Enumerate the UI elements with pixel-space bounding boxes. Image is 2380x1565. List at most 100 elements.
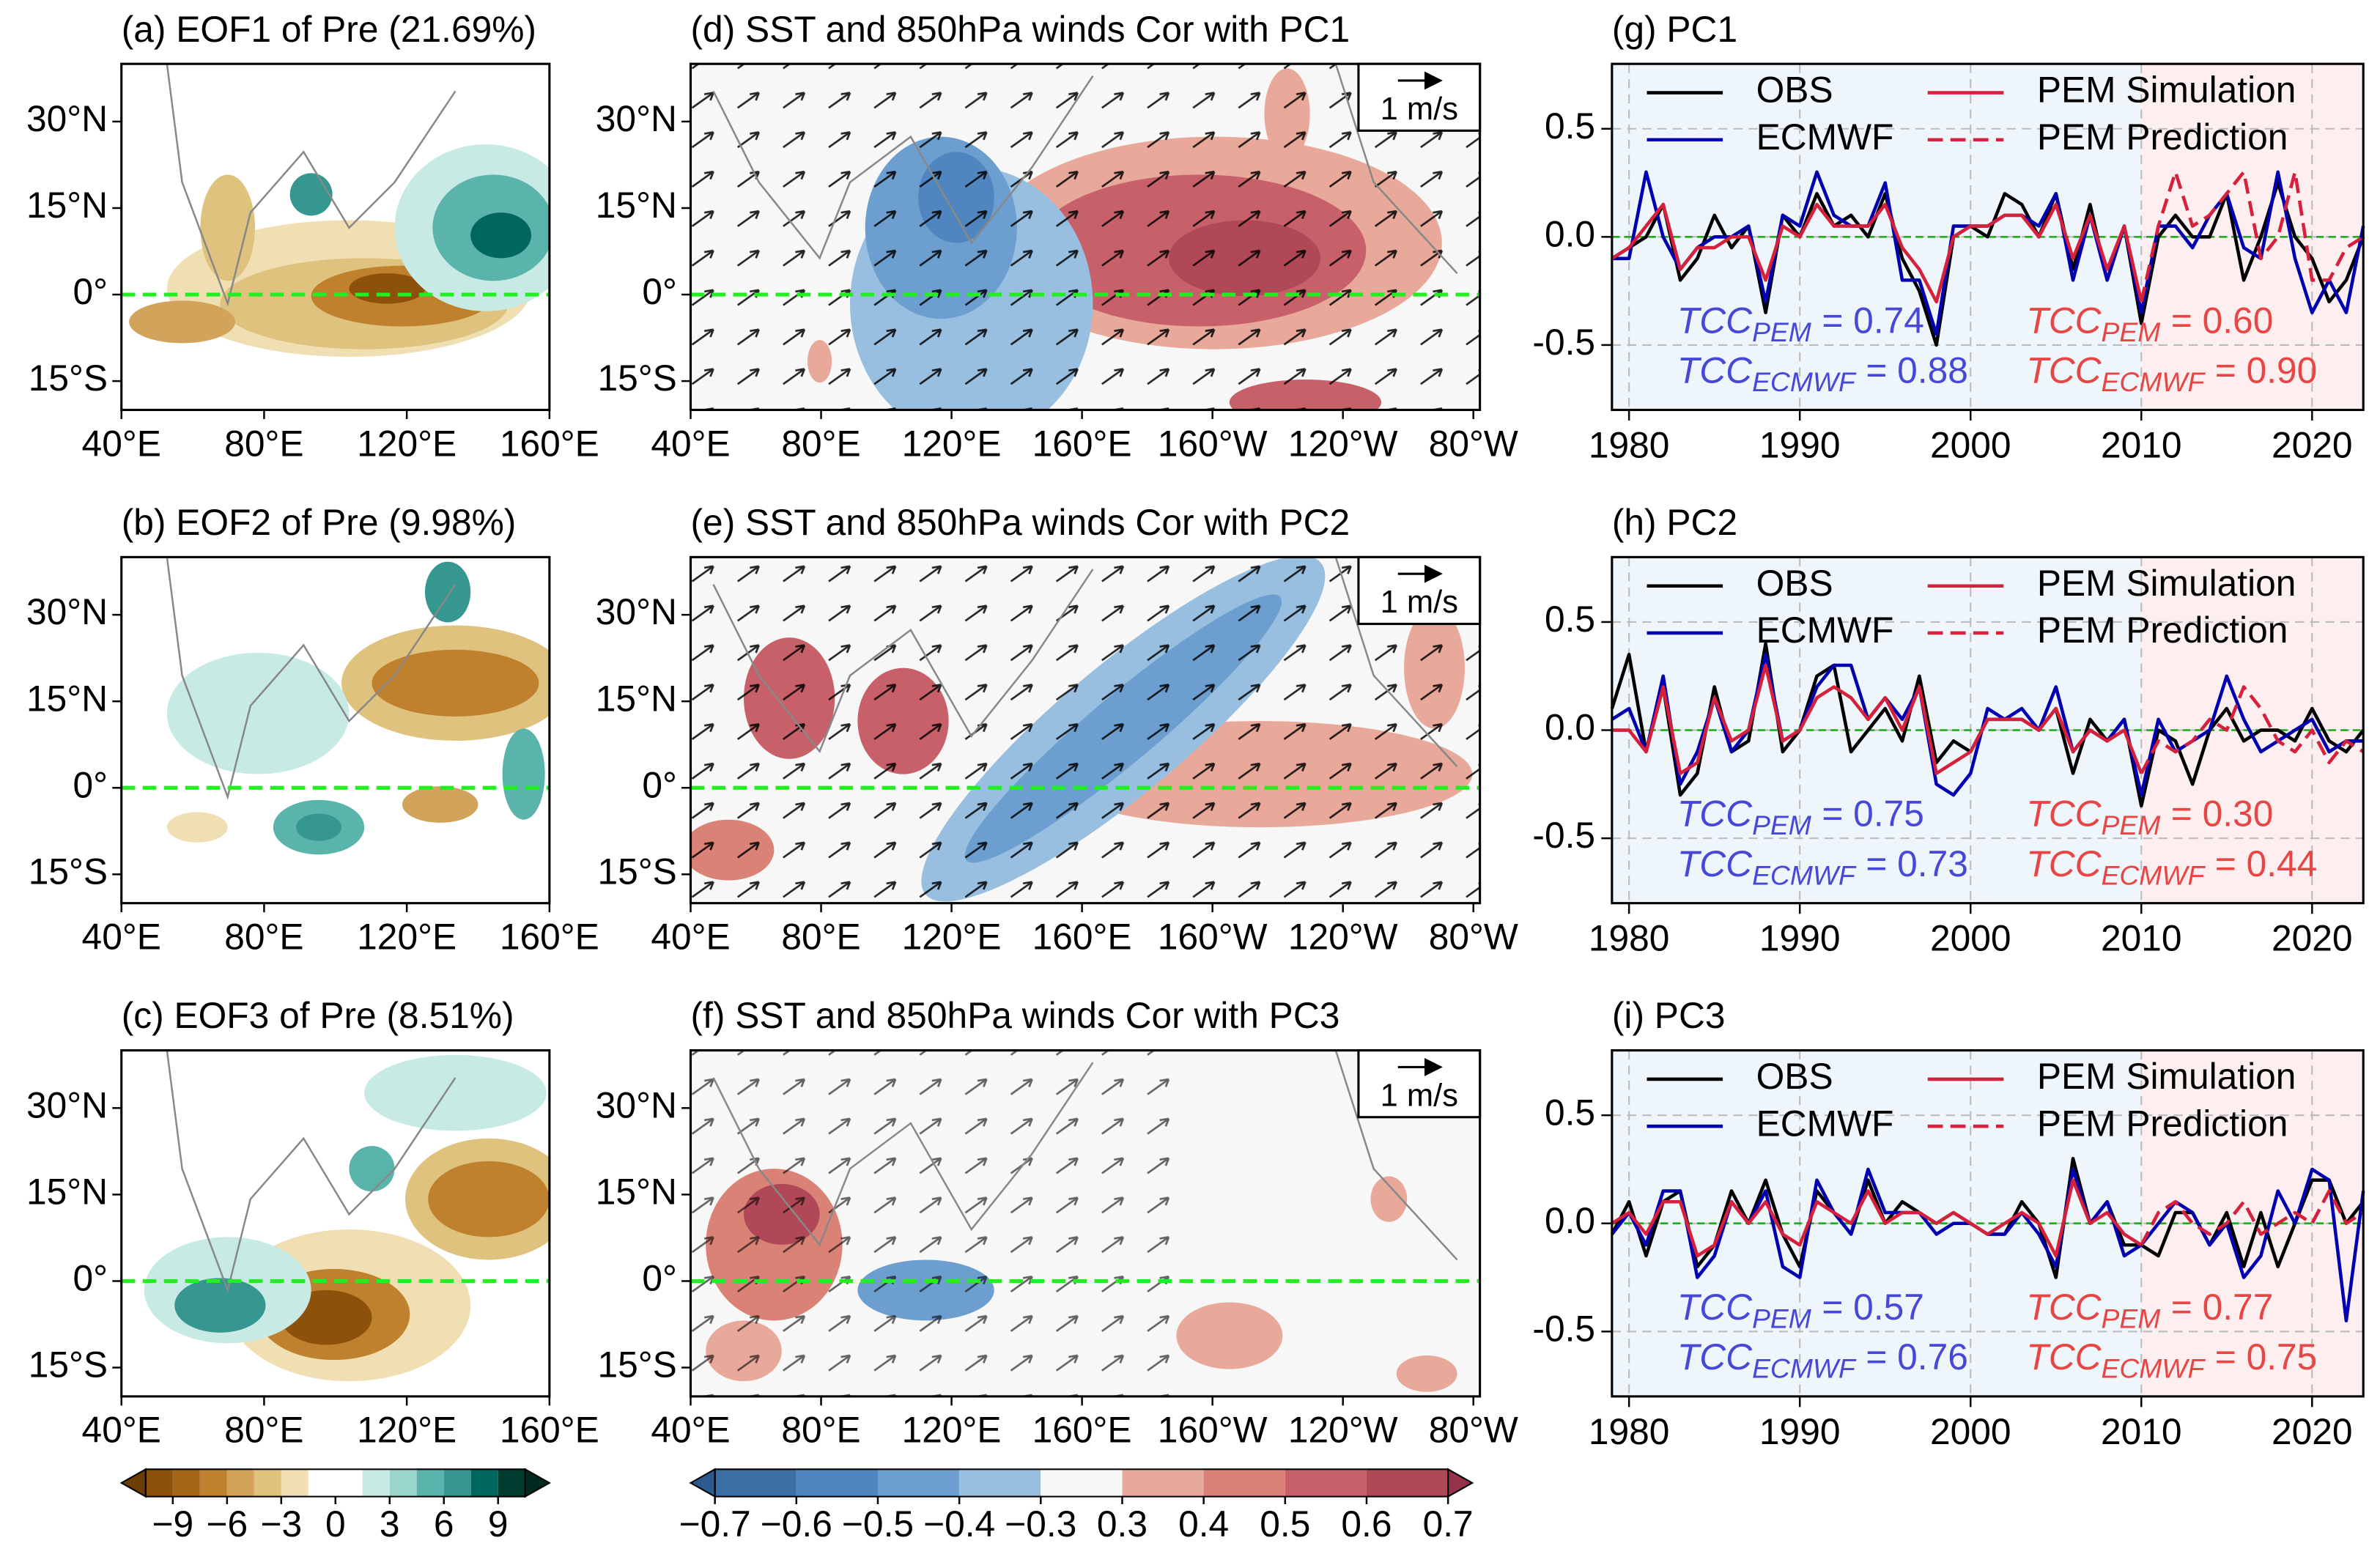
tcc-value: = 0.73 <box>1866 843 1968 884</box>
colorbar-segment <box>877 1469 960 1497</box>
x-tick-label: 80°W <box>1429 917 1518 958</box>
colorbar-extend <box>689 1468 716 1498</box>
y-tick-label: 15°S <box>598 358 677 399</box>
vector-key-label: 1 m/s <box>1381 1078 1458 1113</box>
y-tick-label: 15°N <box>26 185 108 226</box>
x-tick-label: 120°E <box>902 917 1002 958</box>
map-field <box>121 64 550 410</box>
tcc-value: = 0.76 <box>1866 1336 1968 1377</box>
chart-frame <box>1611 555 2365 905</box>
colorbar-tick-label: 0 <box>325 1503 346 1544</box>
y-tick-label: 0° <box>642 1258 677 1299</box>
tcc-subscript: ECMWF <box>1752 366 1857 397</box>
colorbar-tick-label: −0.5 <box>842 1503 914 1544</box>
colorbar-tick-label: −0.6 <box>761 1503 832 1544</box>
y-tick-label: 15°N <box>596 1172 677 1213</box>
tcc-value: = 0.44 <box>2215 843 2318 884</box>
colorbar-tick-label: 0.6 <box>1341 1503 1392 1544</box>
colorbar-segment <box>199 1469 227 1497</box>
map-title: (c) EOF3 of Pre (8.51%) <box>122 995 514 1036</box>
colorbar-segment <box>389 1469 417 1497</box>
colorbar-tick-label: −0.7 <box>679 1503 751 1544</box>
tcc-subscript: ECMWF <box>1752 1353 1857 1384</box>
colorbar-segment <box>308 1469 363 1497</box>
tcc-annotation: TCCECMWF = 0.76 <box>1677 1336 1968 1383</box>
legend-label: PEM Prediction <box>2037 1103 2288 1144</box>
y-tick-label: 0° <box>642 271 677 312</box>
x-tick-label: 160°E <box>500 1410 599 1451</box>
y-tick-label: 0.5 <box>1545 1092 1595 1133</box>
colorbar-tick-label: −3 <box>260 1503 302 1544</box>
tcc-subscript: ECMWF <box>1752 859 1857 890</box>
x-tick-label: 2000 <box>1930 1411 2011 1452</box>
chart-frame <box>1611 62 2365 412</box>
y-tick-label: 30°N <box>26 98 108 139</box>
x-tick-label: 1980 <box>1589 1411 1670 1452</box>
x-tick-label: 160°W <box>1158 423 1268 464</box>
x-tick-label: 80°E <box>224 423 303 464</box>
legend-label: OBS <box>1756 563 1833 604</box>
tcc-name: TCC <box>1677 843 1753 884</box>
series-line <box>2140 170 2365 303</box>
vector-key-box <box>1357 1049 1482 1119</box>
colorbar-segment <box>1285 1469 1367 1497</box>
x-tick-label: 2010 <box>2101 918 2182 959</box>
y-tick-label: 0.0 <box>1545 1200 1595 1241</box>
y-tick-label: 15°N <box>596 185 677 226</box>
tcc-subscript: ECMWF <box>2102 366 2206 397</box>
tcc-annotation: TCCECMWF = 0.73 <box>1677 843 1968 890</box>
x-tick-label: 2020 <box>2272 1411 2353 1452</box>
y-tick-label: 0° <box>73 1258 108 1299</box>
tcc-name: TCC <box>2026 350 2102 391</box>
x-tick-label: 160°W <box>1158 917 1268 958</box>
tcc-subscript: PEM <box>1752 810 1812 840</box>
y-tick-label: 30°N <box>26 1084 108 1125</box>
chart-title: (g) PC1 <box>1612 9 1737 50</box>
tcc-subscript: PEM <box>2102 317 2162 347</box>
colorbar-segment <box>1366 1469 1449 1497</box>
y-tick-label: -0.5 <box>1532 1308 1595 1349</box>
map-title: (f) SST and 850hPa winds Cor with PC3 <box>691 995 1340 1036</box>
legend-label: PEM Simulation <box>2037 70 2296 111</box>
x-tick-label: 120°W <box>1288 1410 1398 1451</box>
x-tick-label: 80°E <box>781 423 860 464</box>
x-tick-label: 160°E <box>500 917 599 958</box>
colorbar-tick-label: −6 <box>206 1503 248 1544</box>
y-tick-label: 15°S <box>29 358 108 399</box>
map-frame <box>689 62 1482 412</box>
colorbar-segment <box>145 1469 173 1497</box>
chart-title: (i) PC3 <box>1612 995 1726 1036</box>
tcc-name: TCC <box>1677 350 1753 391</box>
colorbar-extend <box>1447 1468 1474 1498</box>
legend-label: ECMWF <box>1756 610 1894 651</box>
tcc-value: = 0.75 <box>2215 1336 2318 1377</box>
tcc-name: TCC <box>1677 1336 1753 1377</box>
tcc-name: TCC <box>1677 1287 1753 1328</box>
legend-label: PEM Simulation <box>2037 1056 2296 1097</box>
series-line <box>1611 652 2364 797</box>
x-tick-label: 2020 <box>2272 424 2353 465</box>
x-tick-label: 160°E <box>1032 1410 1132 1451</box>
tcc-value: = 0.30 <box>2171 793 2274 835</box>
tcc-subscript: ECMWF <box>2102 859 2206 890</box>
x-tick-label: 160°W <box>1158 1410 1268 1451</box>
x-tick-label: 1990 <box>1759 1411 1841 1452</box>
tcc-subscript: ECMWF <box>2102 1353 2206 1384</box>
colorbar-tick-label: 6 <box>434 1503 454 1544</box>
x-tick-label: 2010 <box>2101 1411 2182 1452</box>
tcc-annotation: TCCECMWF = 0.90 <box>2026 350 2317 397</box>
tcc-name: TCC <box>2026 1287 2102 1328</box>
vector-key-label: 1 m/s <box>1381 92 1458 127</box>
x-tick-label: 120°E <box>357 423 457 464</box>
map-frame <box>689 1049 1482 1398</box>
colorbar-segment <box>416 1469 444 1497</box>
colorbar-segment <box>254 1469 281 1497</box>
tcc-subscript: PEM <box>1752 1303 1812 1333</box>
colorbar-tick-label: −0.4 <box>923 1503 995 1544</box>
colorbar-segment <box>714 1469 797 1497</box>
x-tick-label: 80°W <box>1429 423 1518 464</box>
tcc-value: = 0.77 <box>2171 1287 2274 1328</box>
series-line <box>2140 1189 2365 1246</box>
tcc-subscript: PEM <box>2102 1303 2162 1333</box>
